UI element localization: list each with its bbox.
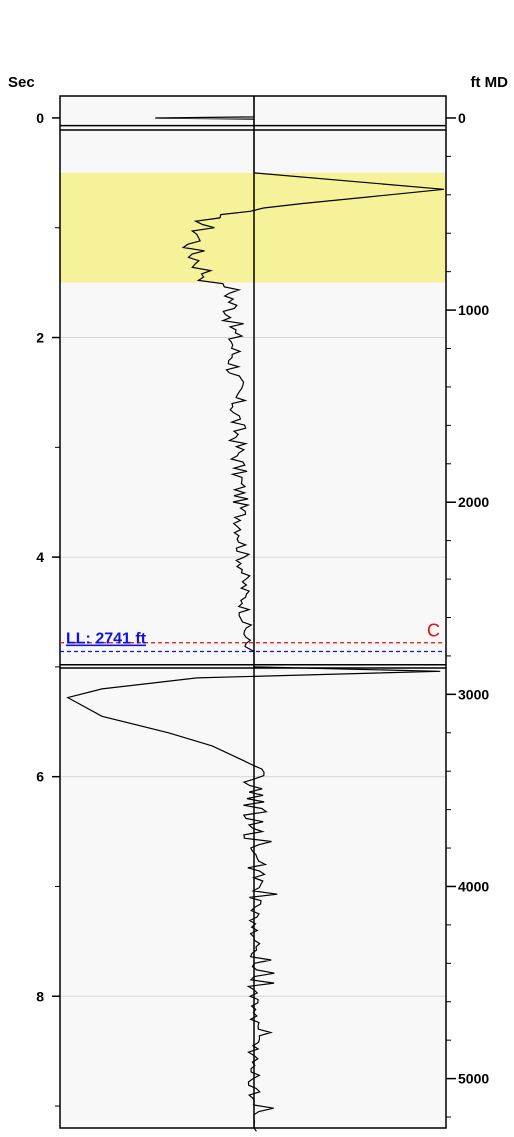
right-tick-label: 1000 bbox=[458, 302, 489, 318]
right-tick-label: 0 bbox=[458, 110, 466, 126]
right-tick-label: 2000 bbox=[458, 494, 489, 510]
log-trace bbox=[66, 96, 445, 1132]
plot-frame bbox=[59, 95, 447, 1129]
right-axis-title: ft MD bbox=[471, 74, 509, 91]
left-tick-label: 8 bbox=[36, 988, 44, 1004]
depth-annotation: LL: 2741 ft bbox=[66, 631, 147, 648]
left-tick-label: 6 bbox=[36, 769, 44, 785]
right-tick-label: 5000 bbox=[458, 1071, 489, 1087]
left-tick-label: 2 bbox=[36, 330, 44, 346]
left-axis-title: Sec bbox=[8, 74, 35, 91]
left-tick-label: 0 bbox=[36, 110, 44, 126]
right-tick-label: 3000 bbox=[458, 686, 489, 702]
highlight-band bbox=[60, 172, 446, 283]
right-tick-label: 4000 bbox=[458, 878, 489, 894]
left-tick-label: 4 bbox=[36, 549, 44, 565]
marker-annotation: C bbox=[427, 621, 440, 641]
